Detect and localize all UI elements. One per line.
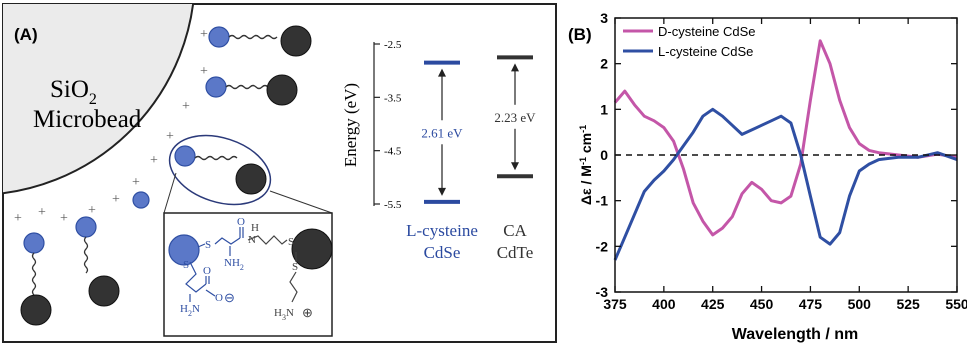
cdte-dot-large xyxy=(291,228,333,270)
plus-sign: + xyxy=(200,27,208,42)
atom-s: S xyxy=(292,261,298,273)
series-line-l-cysteine xyxy=(613,107,958,261)
structure-inset: S O H N S S NH2 S H2N O O ⊖ H3N ⊕ xyxy=(163,212,333,337)
sio2-microbead xyxy=(3,4,195,195)
legend-label: L-cysteine CdSe xyxy=(658,44,753,59)
cdse-dot-unbound xyxy=(132,191,150,209)
atom-h: H xyxy=(251,222,259,234)
x-tick-label: 475 xyxy=(799,296,823,312)
energy-tick-label: -2.5 xyxy=(384,39,402,51)
cdte-dot xyxy=(266,74,298,106)
plus-sign: + xyxy=(166,129,174,144)
y-tick-label: 1 xyxy=(600,101,608,117)
ammonium-plus: ⊕ xyxy=(302,305,313,320)
plus-sign: + xyxy=(60,211,68,226)
y-tick-label: -1 xyxy=(596,193,609,209)
zoom-line xyxy=(269,190,333,214)
band-gap-value: 2.61 eV xyxy=(421,125,463,140)
cdse-dot xyxy=(205,76,227,98)
x-tick-label: 450 xyxy=(750,296,774,312)
qd-pair xyxy=(20,232,52,326)
material-label-line2: CdSe xyxy=(424,243,461,262)
arrow-head-up xyxy=(511,63,519,72)
arrow-head-down xyxy=(438,187,446,196)
cdte-dot xyxy=(235,163,267,195)
plus-sign: + xyxy=(200,64,208,79)
energy-tick-label: -5.5 xyxy=(384,199,402,211)
linker-chain xyxy=(83,236,89,274)
atom-s: S xyxy=(205,239,211,251)
plus-sign: + xyxy=(132,175,140,190)
x-tick-label: 425 xyxy=(701,296,725,312)
x-tick-label: 375 xyxy=(603,296,627,312)
energy-tick-label: -4.5 xyxy=(384,146,402,158)
atom-s: S xyxy=(288,236,294,248)
x-axis-label: Wavelength / nm xyxy=(732,326,859,343)
material-label-line1: L-cysteine xyxy=(406,221,478,240)
panel-a: (A) SiO2 Microbead + + + + + + + + + + +… xyxy=(2,3,557,343)
series-line-d-cysteine xyxy=(613,39,958,237)
amine-h2n: H2N xyxy=(180,303,200,318)
plus-sign: + xyxy=(150,153,158,168)
atom-o: O xyxy=(237,216,245,228)
linker-chain xyxy=(31,252,37,296)
x-tick-label: 500 xyxy=(848,296,872,312)
linker-chain xyxy=(225,84,269,90)
plus-sign: + xyxy=(112,192,120,207)
energy-tick-label: -3.5 xyxy=(384,92,402,104)
plus-sign: + xyxy=(88,203,96,218)
qd-pair xyxy=(205,74,298,106)
y-tick-label: -2 xyxy=(596,238,609,254)
bead-label-line2: Microbead xyxy=(33,106,142,133)
plus-sign: + xyxy=(182,99,190,114)
carboxylate-minus: ⊖ xyxy=(224,290,235,305)
material-label-line2: CdTe xyxy=(497,243,534,262)
cdse-dot-large xyxy=(168,234,200,266)
y-tick-label: 2 xyxy=(600,56,608,72)
zoom-line xyxy=(163,172,177,214)
qd-pair xyxy=(208,25,312,57)
cdse-dot xyxy=(23,232,45,254)
y-axis-label: Δε / M-1 cm-1 xyxy=(578,125,594,205)
atom-n: N xyxy=(248,234,256,246)
cdte-dot xyxy=(280,25,312,57)
cdte-dot xyxy=(20,294,52,326)
x-tick-label: 550 xyxy=(945,296,967,312)
energy-axis-label: Energy (eV) xyxy=(341,83,360,167)
material-label-line1: CA xyxy=(503,221,527,240)
arrow-head-up xyxy=(438,68,446,77)
energy-diagram: Energy (eV) -2.5 -3.5 -4.5 -5.5 2.61 eV L-cy… xyxy=(341,39,536,262)
panel-b-label: (B) xyxy=(568,25,592,44)
x-tick-label: 525 xyxy=(896,296,920,312)
y-tick-label: -3 xyxy=(596,284,609,300)
qd-pair-highlighted xyxy=(168,134,272,206)
ammonium-h3n: H3N xyxy=(274,307,294,322)
atom-s: S xyxy=(183,259,189,271)
atom-o: O xyxy=(203,265,211,277)
arrow-head-down xyxy=(511,162,519,171)
y-tick-label: 3 xyxy=(600,10,608,26)
bead-label-line1: SiO2 xyxy=(50,76,97,108)
x-tick-label: 400 xyxy=(652,296,676,312)
cdse-dot xyxy=(75,216,97,238)
highlight-ellipse xyxy=(168,134,272,206)
cdse-dot xyxy=(208,26,230,48)
panel-b: (B) Δε / M-1 cm-1 Wavelength / nm 3 2 1 0 -1… xyxy=(568,10,967,343)
band-gap-value: 2.23 eV xyxy=(494,110,536,125)
y-tick-label: 0 xyxy=(600,147,608,163)
plus-sign: + xyxy=(38,205,46,220)
linker-chain xyxy=(228,34,278,40)
cdte-dot xyxy=(88,275,120,307)
legend-label: D-cysteine CdSe xyxy=(658,24,756,39)
bead-label-subscript: 2 xyxy=(89,91,97,108)
linker-chain xyxy=(194,155,238,161)
plus-sign: + xyxy=(14,211,22,226)
atom-o: O xyxy=(215,292,223,304)
amine-nh2: NH2 xyxy=(224,257,244,272)
cdse-dot xyxy=(174,145,196,167)
panel-a-label: (A) xyxy=(14,25,38,44)
qd-pair xyxy=(75,216,120,307)
